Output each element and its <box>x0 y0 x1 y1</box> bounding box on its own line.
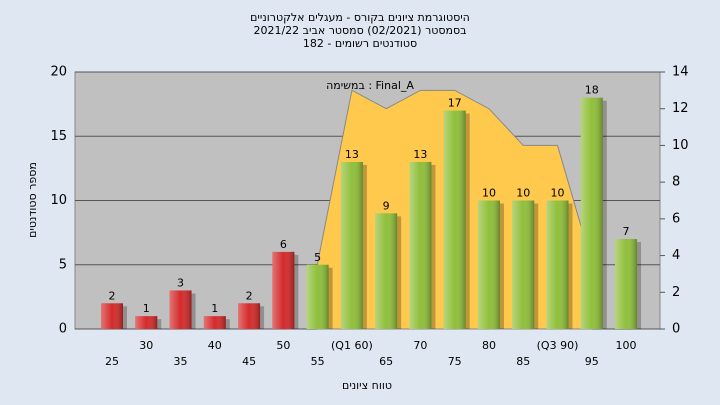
y-axis-label: מספר סטודנטים <box>26 162 39 238</box>
x-tick-label: 65 <box>379 355 393 368</box>
bar-shade <box>512 200 535 329</box>
x-tick-label: 30 <box>139 339 153 352</box>
x-tick-label: 70 <box>413 339 427 352</box>
data-label: 3 <box>177 276 184 289</box>
bar-shade <box>546 200 569 329</box>
title-line: היסטוגרמת ציונים בקורס - מעגלים אלקטרוני… <box>250 11 470 24</box>
bar-shade <box>375 213 398 329</box>
data-label: 6 <box>280 238 287 251</box>
y-tick-label: 10 <box>50 193 67 208</box>
y2-tick-label: 4 <box>672 248 680 263</box>
x-tick-label: (Q1 60) <box>331 339 373 352</box>
x-tick-label: (Q3 90) <box>537 339 579 352</box>
x-tick-label: 75 <box>448 355 462 368</box>
data-label: 1 <box>211 302 218 315</box>
y2-tick-label: 12 <box>672 101 689 116</box>
bar-shade <box>101 303 123 329</box>
y-tick-label: 0 <box>59 322 67 337</box>
data-label: 18 <box>585 84 599 97</box>
data-label: 13 <box>413 148 427 161</box>
data-label: 7 <box>623 225 630 238</box>
y2-tick-label: 0 <box>672 322 680 337</box>
x-tick-label: 85 <box>516 355 530 368</box>
y-tick-label: 15 <box>50 129 67 144</box>
data-label: 13 <box>345 148 359 161</box>
bar-shade <box>272 251 295 329</box>
x-tick-label: 80 <box>482 339 496 352</box>
y-tick-label: 20 <box>50 65 67 80</box>
bar-shade <box>306 264 329 329</box>
data-label: 5 <box>314 251 321 264</box>
bar-shade <box>340 161 363 329</box>
y2-tick-label: 10 <box>672 138 689 153</box>
bar-shade <box>203 316 226 329</box>
y2-tick-label: 2 <box>672 285 680 300</box>
x-tick-label: 55 <box>311 355 325 368</box>
title-line: סטודנטים רשומים - 182 <box>303 37 417 50</box>
y-tick-label: 5 <box>59 257 67 272</box>
x-axis-label: טווח ציונים <box>342 379 392 392</box>
x-tick-label: 50 <box>276 339 290 352</box>
x-tick-label: 40 <box>208 339 222 352</box>
bar-shade <box>477 200 500 329</box>
x-tick-label: 45 <box>242 355 256 368</box>
bar-shade <box>238 303 261 329</box>
data-label: 9 <box>383 199 390 212</box>
data-label: 2 <box>109 289 116 302</box>
x-tick-label: 100 <box>616 339 637 352</box>
bar-shade <box>615 239 638 329</box>
x-tick-label: 95 <box>585 355 599 368</box>
y2-tick-label: 6 <box>672 211 680 226</box>
data-label: 10 <box>516 187 530 200</box>
data-label: 10 <box>482 187 496 200</box>
data-label: 17 <box>448 97 462 110</box>
x-tick-label: 25 <box>105 355 119 368</box>
data-label: 10 <box>551 187 565 200</box>
bar-shade <box>135 316 158 329</box>
y2-tick-label: 14 <box>672 65 689 80</box>
data-label: 1 <box>143 302 150 315</box>
bar-shade <box>409 161 432 329</box>
title-line: בסמסטר (02/2021) סמסטר אביב 2021/22 <box>253 24 466 37</box>
data-label: 2 <box>246 289 253 302</box>
annotation: במשימה : Final_A <box>326 79 414 92</box>
x-tick-label: 35 <box>174 355 188 368</box>
bar-shade <box>169 290 192 329</box>
y2-tick-label: 8 <box>672 175 680 190</box>
bar-shade <box>443 110 466 329</box>
bar-shade <box>580 97 603 329</box>
